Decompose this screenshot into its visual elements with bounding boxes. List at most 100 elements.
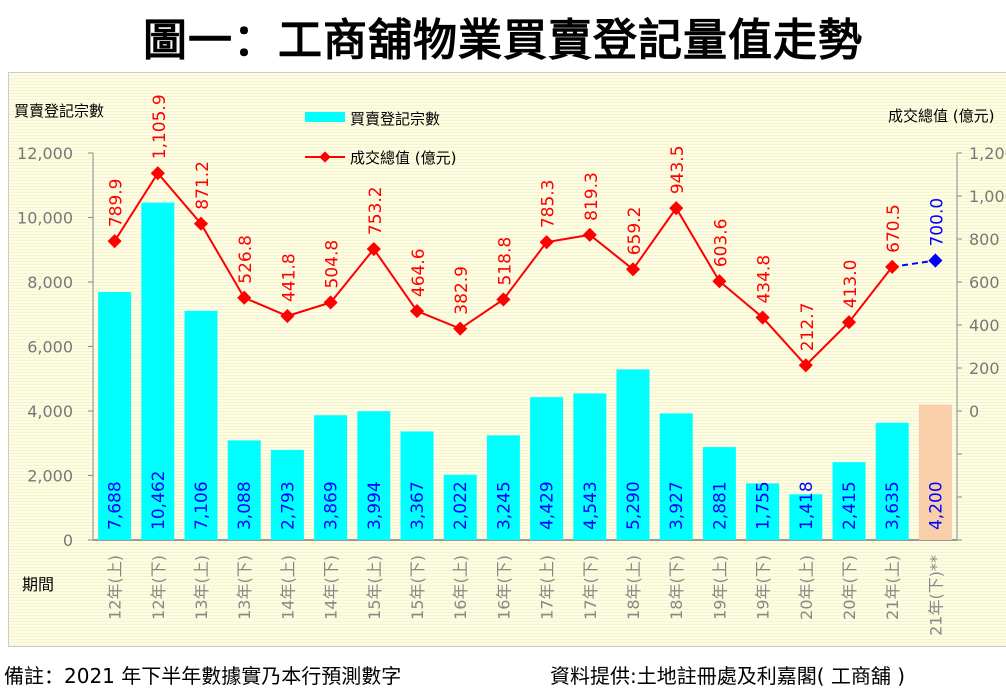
bar: [314, 415, 348, 540]
bar-label: 3,927: [667, 481, 687, 530]
bar: [141, 202, 175, 540]
category-label: 21年(下)**: [926, 555, 945, 636]
bar-label: 3,088: [235, 481, 255, 530]
right-tick-label: 400: [969, 316, 1000, 335]
category-label: 19年(上): [710, 555, 729, 620]
bar: [746, 483, 780, 540]
line-label: 518.8: [495, 237, 515, 286]
line-label: 382.9: [452, 266, 472, 315]
line-point: [237, 290, 252, 305]
bar: [832, 462, 866, 540]
category-label: 12年(上): [106, 555, 125, 620]
line-point: [669, 201, 684, 216]
left-tick-label: 2,000: [27, 467, 73, 486]
bar: [270, 449, 304, 540]
bar-label: 4,200: [926, 481, 946, 530]
right-tick-label: 800: [969, 230, 1000, 249]
right-axis-title: 成交總值 (億元): [888, 107, 994, 125]
right-tick-label: 0: [969, 402, 979, 421]
line-label: 441.8: [279, 253, 299, 302]
bar: [357, 411, 391, 540]
line-point: [755, 310, 770, 325]
bar: [530, 397, 564, 540]
bar-label: 3,994: [365, 481, 385, 530]
line-point: [841, 315, 857, 330]
right-tick-label: 1,200: [969, 144, 1006, 163]
line-label: 670.5: [884, 204, 904, 253]
category-label: 14年(上): [278, 555, 297, 620]
line-point: [366, 241, 381, 257]
line-point: [712, 274, 727, 289]
source-note: 資料提供:土地註冊處及利嘉閣( 工商舖 ): [550, 664, 906, 688]
legend-bar-label: 買賣登記宗數: [350, 110, 440, 128]
line-label: 753.2: [366, 186, 386, 235]
bar: [486, 435, 520, 540]
left-axis-title: 買賣登記宗數: [14, 102, 104, 120]
line-point: [323, 295, 338, 310]
x-axis-title: 期間: [22, 575, 54, 594]
bar: [400, 431, 434, 540]
left-tick-label: 6,000: [27, 338, 73, 357]
left-tick-label: 8,000: [27, 273, 73, 292]
bar-label: 3,635: [883, 481, 903, 530]
bar-label: 1,755: [754, 481, 774, 530]
category-label: 17年(上): [538, 555, 557, 620]
right-tick-label: 600: [969, 273, 1000, 292]
right-tick-label: 200: [969, 359, 1000, 378]
bar: [702, 447, 736, 540]
category-label: 13年(上): [192, 555, 211, 620]
line-label: 785.3: [539, 179, 559, 228]
bar-label: 3,367: [408, 481, 428, 530]
bar-label: 2,793: [278, 481, 298, 530]
bar: [227, 440, 261, 540]
line-label: 659.2: [625, 207, 645, 256]
line-point: [625, 262, 641, 277]
line-point: [280, 308, 295, 324]
bar: [98, 292, 132, 540]
line-label: 789.9: [107, 178, 127, 227]
right-tick-label: 1,000: [969, 187, 1006, 206]
line-point: [193, 216, 209, 231]
line-label: 1,105.9: [150, 94, 170, 159]
line-point: [453, 321, 468, 336]
category-label: 19年(下): [754, 555, 773, 620]
chart-panel: [8, 72, 1006, 647]
bar-label: 1,418: [797, 481, 817, 530]
footnote: 備註：2021 年下半年數據實乃本行預測數字: [4, 664, 402, 688]
line-label: 504.8: [323, 240, 343, 289]
line-label: 464.6: [409, 248, 429, 297]
line-point: [539, 235, 554, 250]
left-tick-label: 4,000: [27, 402, 73, 421]
category-label: 15年(下): [408, 555, 427, 620]
bar-label: 3,245: [494, 481, 514, 530]
bar-label: 4,429: [538, 481, 558, 530]
bar-label: 2,881: [710, 481, 730, 530]
line-label: 526.8: [236, 235, 256, 284]
line-label: 434.8: [755, 255, 775, 304]
category-label: 16年(上): [451, 555, 470, 620]
bar: [443, 474, 477, 540]
bar: [573, 393, 607, 540]
line-point: [409, 304, 425, 319]
category-label: 13年(下): [235, 555, 254, 620]
line-point: [928, 253, 943, 268]
bar-label: 5,290: [624, 481, 644, 530]
category-label: 18年(上): [624, 555, 643, 620]
legend-bar-swatch: [305, 112, 345, 122]
bar: [184, 310, 218, 540]
category-label: 21年(上): [883, 555, 902, 620]
bar-label: 7,688: [106, 481, 126, 530]
bar-label: 2,022: [451, 481, 471, 530]
bar: [918, 404, 952, 540]
line-point: [582, 227, 597, 242]
category-label: 20年(下): [840, 555, 859, 620]
category-label: 16年(下): [494, 555, 513, 620]
line-label: 943.5: [668, 145, 688, 194]
line-label: 700.0: [927, 198, 947, 247]
bar-label: 2,415: [840, 481, 860, 530]
line-label: 603.6: [711, 219, 731, 268]
category-label: 17年(下): [581, 555, 600, 620]
category-label: 15年(上): [365, 555, 384, 620]
chart-title: 圖一：工商舖物業買賣登記量值走勢: [143, 15, 863, 66]
legend-line-label: 成交總值 (億元): [350, 149, 456, 167]
